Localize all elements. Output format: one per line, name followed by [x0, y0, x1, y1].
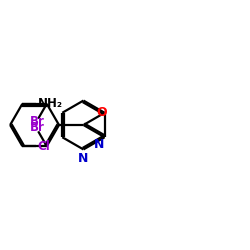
Text: Br: Br [30, 121, 44, 134]
Text: O: O [96, 106, 107, 119]
Text: NH₂: NH₂ [38, 97, 62, 110]
Text: N: N [78, 152, 89, 166]
Text: N: N [94, 138, 104, 151]
Text: Cl: Cl [38, 140, 50, 153]
Text: Br: Br [30, 116, 44, 128]
